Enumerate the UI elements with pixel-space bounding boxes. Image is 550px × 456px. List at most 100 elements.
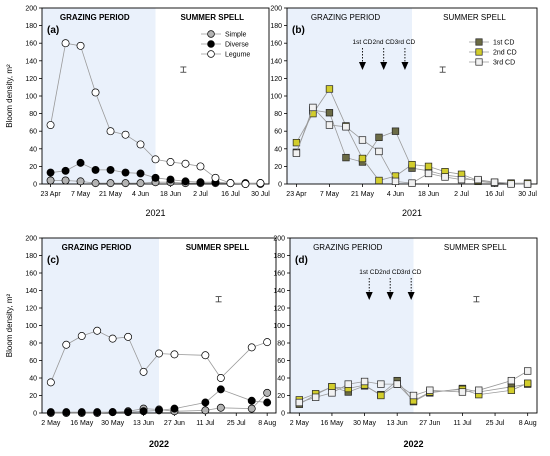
x-tick-label: 13 Jun [387, 420, 408, 427]
data-point [507, 180, 515, 188]
data-point [124, 332, 133, 341]
data-point [61, 39, 70, 48]
data-point [216, 374, 225, 382]
data-point [325, 121, 334, 129]
data-point [106, 165, 115, 174]
data-point [292, 149, 301, 157]
x-tick-label: 7 May [71, 191, 91, 198]
year-label: 2021 [402, 208, 422, 218]
data-point [76, 177, 85, 186]
cutting-date-label: 3rd CD [401, 269, 422, 276]
x-tick-label: 13 Jun [133, 420, 154, 427]
data-point [155, 406, 163, 415]
y-tick-label: 60 [277, 358, 285, 365]
x-tick-label: 23 Apr [40, 191, 61, 198]
data-point [139, 407, 148, 416]
legend-label: 2nd CD [493, 50, 517, 57]
data-point [247, 404, 256, 413]
data-point [328, 383, 336, 391]
y-tick-label: 100 [270, 94, 282, 101]
data-point [46, 121, 55, 129]
data-point [247, 396, 256, 405]
y-tick-label: 140 [273, 288, 285, 295]
data-point [93, 326, 102, 335]
cutting-date-label: 2nd CD [373, 39, 395, 46]
data-point [170, 404, 179, 413]
data-point [408, 179, 416, 187]
data-point [166, 175, 175, 184]
cutting-date-label: 1st CD [359, 269, 379, 276]
chart-panel-2: GRAZING PERIOD SUMMER SPELL (c) 0 20 40 60 80 10… [5, 236, 277, 449]
x-tick-label: 11 Jul [453, 420, 472, 427]
chart-panel-0: GRAZING PERIOD SUMMER SPELL (a) 0 20 40 60 80 10… [5, 6, 270, 219]
data-point [77, 332, 86, 340]
data-point [507, 386, 516, 394]
panel-label: (b) [292, 25, 305, 36]
data-point [375, 147, 383, 156]
cutting-date-label: 3rd CD [395, 39, 416, 46]
data-point [196, 162, 205, 171]
data-point [108, 334, 117, 343]
grazing-period-shading [42, 238, 159, 413]
data-point [151, 173, 160, 182]
data-point [475, 386, 483, 394]
data-point [196, 178, 205, 187]
data-point [375, 176, 383, 185]
y-tick-label: 80 [277, 341, 285, 348]
data-point [46, 176, 55, 185]
grazing-period-label: GRAZING PERIOD [60, 13, 130, 22]
legend-label: 1st CD [493, 40, 514, 47]
y-tick-label: 120 [25, 76, 37, 83]
x-tick-label: 8 Aug [258, 420, 276, 427]
x-tick-label: 7 May [320, 191, 340, 198]
y-tick-label: 40 [274, 146, 282, 153]
data-point [151, 155, 160, 164]
data-point [77, 408, 86, 417]
x-tick-label: 4 Jun [387, 191, 404, 198]
data-point [139, 367, 148, 376]
data-point [325, 109, 334, 117]
legend-symbol [207, 30, 215, 38]
data-point [391, 177, 400, 186]
y-tick-label: 100 [25, 323, 37, 330]
data-point [408, 160, 416, 169]
y-tick-label: 20 [274, 164, 282, 171]
panel-label: (c) [47, 255, 59, 266]
y-tick-label: 60 [29, 129, 37, 136]
data-point [136, 179, 145, 188]
legend-symbol [207, 40, 215, 48]
plot-frame [289, 237, 538, 414]
y-tick-label: 100 [273, 323, 285, 330]
data-point [523, 180, 532, 188]
data-point [46, 408, 55, 417]
error-bar [215, 296, 222, 303]
data-point [108, 408, 117, 417]
y-tick-label: 160 [25, 41, 37, 48]
data-point [76, 41, 85, 50]
data-point [226, 179, 235, 188]
data-point [295, 398, 303, 407]
x-tick-label: 16 May [70, 420, 93, 427]
data-point [106, 179, 115, 188]
data-point [256, 179, 265, 188]
x-tick-label: 2 Jul [193, 191, 208, 198]
y-tick-label: 80 [274, 111, 282, 118]
legend-symbol [475, 38, 483, 46]
data-point [524, 379, 532, 387]
data-point [292, 138, 301, 147]
data-point [458, 388, 467, 396]
y-tick-label: 180 [25, 23, 37, 30]
data-point [91, 88, 100, 97]
data-point [247, 343, 256, 352]
x-tick-label: 2 Jul [454, 191, 469, 198]
data-point [241, 180, 250, 188]
data-point [46, 168, 55, 177]
x-tick-label: 16 Jul [221, 191, 240, 198]
x-tick-label: 30 Jul [251, 191, 270, 198]
data-point [124, 408, 133, 417]
x-tick-label: 2 May [41, 420, 61, 427]
data-point [490, 178, 499, 186]
data-point [391, 127, 400, 135]
data-point [358, 136, 367, 144]
x-tick-label: 4 Jun [132, 191, 149, 198]
